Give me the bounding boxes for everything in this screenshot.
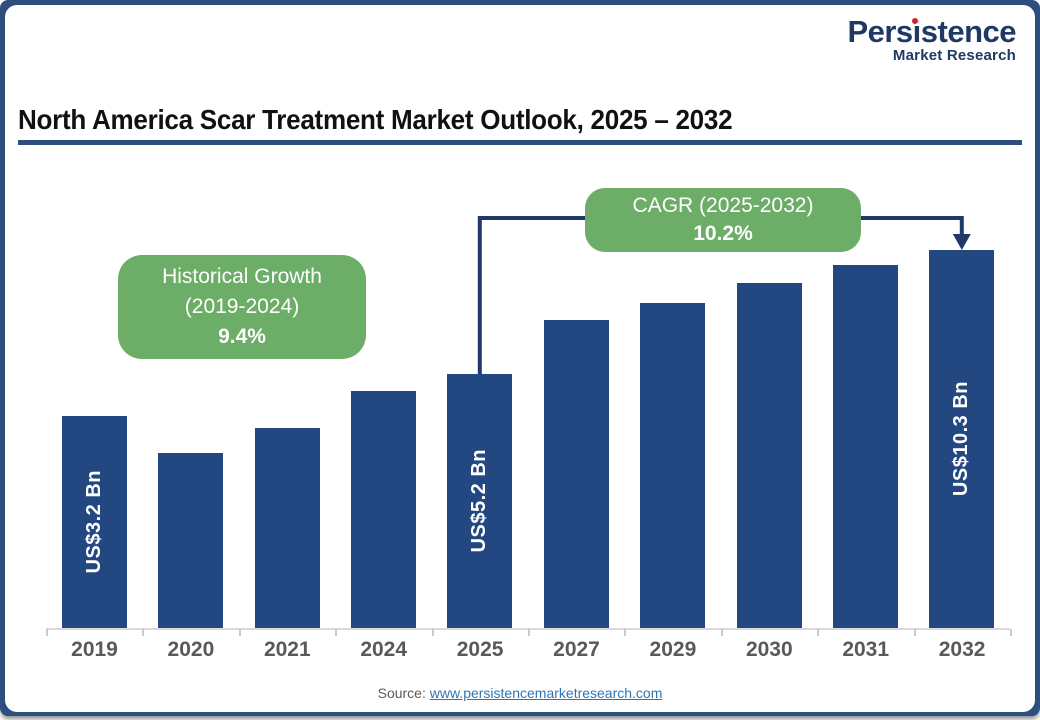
logo-name-text: Persistence: [847, 14, 1016, 49]
x-tick-label-2032: 2032: [938, 638, 986, 661]
x-tick-label-2025: 2025: [456, 638, 504, 661]
cagr-callout: CAGR (2025-2032) 10.2%: [585, 188, 861, 252]
cagr-label: CAGR (2025-2032): [632, 194, 814, 217]
bar-2032: US$10.3 Bn: [929, 250, 995, 628]
historical-growth-label: Historical Growth: [162, 265, 322, 288]
bar-value-label-2025: US$5.2 Bn: [468, 449, 491, 553]
x-axis-tick: [528, 629, 530, 636]
x-tick-label-2031: 2031: [842, 638, 890, 661]
page-title: North America Scar Treatment Market Outl…: [18, 104, 733, 135]
historical-growth-callout: Historical Growth (2019-2024) 9.4%: [118, 255, 366, 359]
x-axis-tick: [1010, 629, 1012, 636]
x-tick-label-2021: 2021: [263, 638, 311, 661]
bar-2031: [832, 265, 898, 628]
bar-value-label-2019: US$3.2 Bn: [82, 470, 105, 574]
x-tick-label-2029: 2029: [649, 638, 697, 661]
x-axis-tick: [720, 629, 723, 636]
cagr-value: 10.2%: [693, 222, 753, 245]
x-axis-tick: [335, 629, 338, 636]
x-tick-label-2019: 2019: [71, 638, 118, 661]
x-axis-tick: [431, 629, 434, 636]
title-underline: [18, 140, 1022, 145]
x-axis-tick: [624, 629, 627, 636]
historical-growth-value: 9.4%: [218, 325, 266, 348]
bar-value-label-2032: US$10.3 Bn: [950, 381, 973, 497]
logo-tagline: Market Research: [892, 46, 1016, 64]
bar-2021: [254, 428, 320, 628]
source-line: Source: www.persistencemarketresearch.co…: [0, 685, 1040, 701]
x-tick-label-2024: 2024: [360, 638, 408, 661]
x-axis-tick: [913, 629, 916, 636]
bar-2024: [350, 391, 416, 628]
logo: Persistence Market Research: [847, 14, 1016, 64]
x-axis-tick: [238, 629, 241, 636]
source-link[interactable]: www.persistencemarketresearch.com: [429, 685, 663, 701]
x-tick-label-2020: 2020: [167, 638, 215, 661]
bar-2020: [158, 453, 224, 628]
source-prefix: Source:: [377, 685, 426, 701]
x-tick-label-2027: 2027: [553, 638, 600, 661]
x-axis-tick: [46, 629, 48, 636]
bar-2025: US$5.2 Bn: [447, 374, 513, 628]
x-axis-tick: [817, 629, 820, 636]
x-axis-tick: [142, 629, 145, 636]
bar-2027: [543, 320, 609, 628]
historical-growth-period: (2019-2024): [184, 295, 300, 318]
bar-2019: US$3.2 Bn: [61, 416, 127, 628]
logo-name: Persistence: [847, 14, 1016, 49]
x-tick-label-2030: 2030: [745, 638, 793, 661]
bar-2030: [736, 283, 802, 628]
red-dot-icon: [911, 17, 920, 25]
bar-2029: [640, 303, 706, 628]
